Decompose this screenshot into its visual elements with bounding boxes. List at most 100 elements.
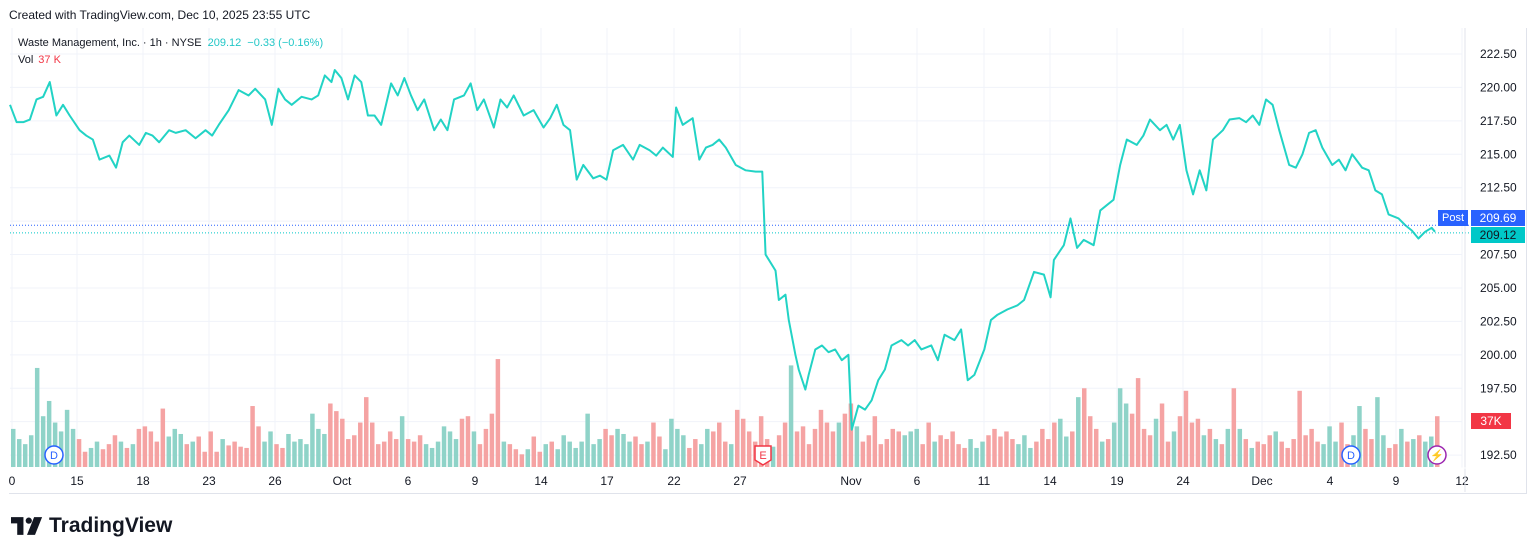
volume-bar	[717, 422, 722, 467]
volume-bar	[178, 433, 184, 467]
volume-bar	[148, 431, 154, 467]
volume-bar	[1375, 397, 1380, 467]
volume-bar	[1273, 431, 1278, 467]
volume-bar	[513, 449, 519, 467]
y-tick-label: 205.00	[1480, 281, 1517, 295]
volume-bar	[190, 441, 195, 467]
volume-bar	[310, 413, 315, 467]
volume-bar	[878, 444, 884, 467]
volume-bar	[220, 439, 225, 467]
volume-bar	[711, 431, 716, 467]
price-line	[9, 69, 1436, 431]
volume-bar	[1040, 428, 1045, 467]
volume-bar	[40, 416, 46, 467]
volume-bar	[728, 444, 734, 467]
volume-bar	[280, 447, 285, 467]
volume-bar	[334, 411, 339, 467]
volume-bar	[986, 435, 991, 467]
volume-bar	[1022, 435, 1027, 467]
volume-bar	[758, 416, 764, 467]
volume-bar	[82, 451, 88, 467]
volume-bar	[489, 413, 495, 467]
volume-bar	[292, 441, 297, 467]
volume-bar	[872, 416, 878, 467]
volume-bar	[1153, 418, 1159, 467]
volume-bar	[585, 413, 590, 467]
x-tick-label: 27	[733, 474, 747, 488]
volume-bar	[405, 439, 411, 467]
volume-bar	[1339, 422, 1344, 467]
volume-bar	[549, 441, 554, 467]
volume-bar	[358, 422, 363, 467]
volume-bar	[1070, 431, 1075, 467]
volume-bar	[1207, 428, 1213, 467]
x-tick-label: 23	[202, 474, 216, 488]
volume-bar	[794, 431, 800, 467]
volume-bar	[890, 428, 896, 467]
volume-bar	[1423, 441, 1428, 467]
volume-bar	[11, 428, 16, 467]
dividend-marker-label: D	[50, 450, 58, 462]
x-tick-label: 12	[1455, 474, 1469, 488]
volume-bar	[734, 409, 740, 467]
volume-bar	[1279, 441, 1284, 467]
volume-bar	[1297, 390, 1302, 467]
x-tick-label: 11	[978, 474, 991, 488]
volume-bar	[1249, 447, 1255, 467]
volume-bar	[304, 444, 309, 467]
volume-bar	[1261, 444, 1266, 467]
volume-bar	[1327, 426, 1332, 467]
volume-bar	[1087, 416, 1093, 467]
volume-bar	[1147, 435, 1153, 467]
volume-bar	[675, 428, 680, 467]
volume-bar	[483, 428, 489, 467]
volume-bar	[441, 426, 447, 467]
volume-bar	[46, 400, 52, 467]
x-tick-label: 6	[914, 474, 921, 488]
volume-bar	[28, 435, 34, 467]
volume-bar	[1129, 413, 1135, 467]
volume-bar	[429, 447, 435, 467]
volume-bar	[238, 446, 243, 467]
volume-bar	[1435, 416, 1440, 467]
volume-bar	[723, 441, 728, 467]
volume-bar	[130, 444, 136, 467]
volume-bar	[52, 422, 58, 467]
volume-bar	[956, 444, 961, 467]
volume-bar	[118, 441, 124, 467]
earnings-marker-label: E	[759, 450, 766, 462]
volume-bar	[884, 439, 890, 467]
tradingview-logo[interactable]: TradingView	[11, 514, 172, 538]
volume-bar	[1333, 441, 1338, 467]
volume-bar	[1082, 388, 1087, 467]
volume-bar	[1315, 441, 1320, 467]
volume-bar	[573, 447, 578, 467]
volume-bar	[824, 422, 830, 467]
volume-bar	[519, 454, 525, 467]
x-tick-label: 14	[534, 474, 548, 488]
volume-bar	[992, 428, 997, 467]
volume-bar	[663, 449, 668, 467]
volume-bar	[1195, 418, 1201, 467]
volume-bar	[1117, 388, 1123, 467]
volume-bar	[495, 359, 501, 467]
volume-bar	[172, 428, 178, 467]
volume-bar	[543, 444, 548, 467]
volume-bar	[1213, 439, 1219, 467]
dividend-marker	[1341, 445, 1361, 465]
volume-bar	[1303, 435, 1308, 467]
volume-bar	[244, 447, 249, 467]
volume-bar	[902, 435, 907, 467]
volume-bar	[1171, 431, 1177, 467]
volume-bar	[1034, 441, 1039, 467]
volume-bar	[830, 431, 836, 467]
price-chart[interactable]: 222.50 220.00 217.50 215.00 212.50 207.50 205.…	[0, 0, 1534, 500]
volume-bar	[1189, 422, 1195, 467]
volume-bar	[1105, 439, 1111, 467]
y-tick-label: 207.50	[1480, 248, 1517, 262]
volume-bar	[537, 451, 543, 467]
x-tick-label: 26	[268, 474, 282, 488]
volume-bar	[1064, 436, 1069, 467]
volume-bar	[411, 441, 417, 467]
volume-bar	[1046, 439, 1051, 467]
